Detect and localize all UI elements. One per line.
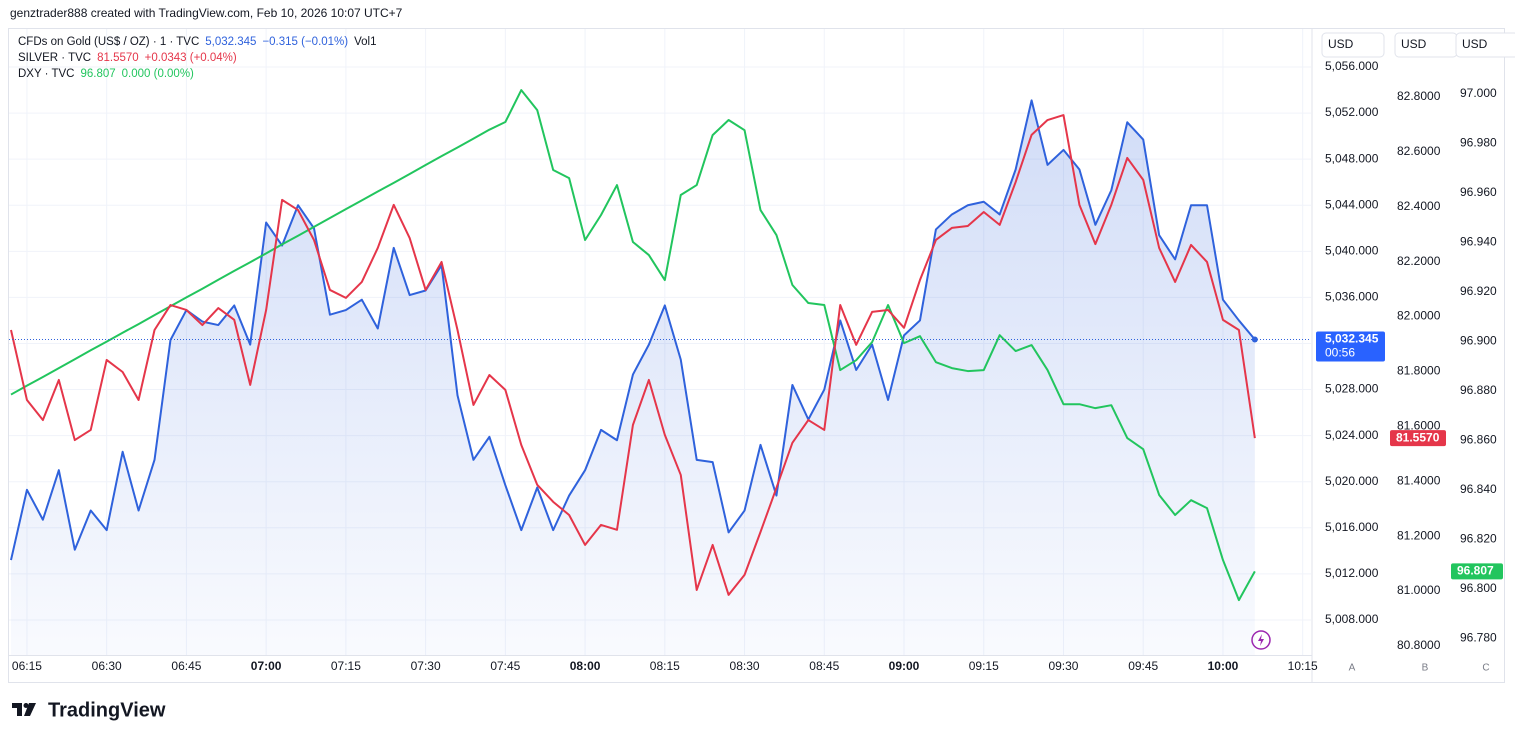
legend-text: −0.315 (−0.01%) bbox=[262, 36, 349, 48]
y-tick-label: 96.860 bbox=[1460, 432, 1497, 446]
y-tick-label: 5,008.000 bbox=[1325, 612, 1379, 626]
x-tick-label: 08:45 bbox=[809, 659, 839, 673]
x-tick-label: 08:30 bbox=[730, 659, 760, 673]
line bbox=[10, 99, 1256, 561]
x-tick-label: 09:00 bbox=[889, 659, 920, 673]
y-tick-label: 96.800 bbox=[1460, 581, 1497, 595]
legend-text: Vol1 bbox=[354, 36, 377, 48]
y-tick-label: 81.6000 bbox=[1397, 419, 1441, 433]
x-tick-label: 07:30 bbox=[411, 659, 441, 673]
y-tick-label: 96.780 bbox=[1460, 630, 1497, 644]
y-tick-label: 5,024.000 bbox=[1325, 428, 1379, 442]
logo-mark bbox=[24, 703, 36, 716]
legend-entry: CFDs on Gold (US$ / OZ) · 1 · TVC 5,032.3… bbox=[18, 34, 383, 50]
plot bbox=[9, 89, 1311, 655]
x-tick-label: 07:00 bbox=[251, 659, 282, 673]
currency-box bbox=[1321, 32, 1385, 58]
y-tick-label: 82.8000 bbox=[1397, 89, 1441, 103]
x-tick-label: 06:45 bbox=[171, 659, 201, 673]
y-tick-label: 5,016.000 bbox=[1325, 520, 1379, 534]
y-tick-label: 81.4000 bbox=[1397, 473, 1441, 487]
last-point bbox=[1251, 336, 1258, 343]
y-tick-label: 96.920 bbox=[1460, 284, 1497, 298]
line bbox=[10, 89, 1256, 602]
currency-label: USD bbox=[1328, 37, 1354, 51]
x-tick-label: 06:30 bbox=[92, 659, 122, 673]
price-badge-label: 96.807 bbox=[1457, 564, 1494, 578]
y-tick-label: 5,044.000 bbox=[1325, 197, 1379, 211]
alert-icon[interactable] bbox=[1251, 630, 1271, 650]
x-tick-label: 10:15 bbox=[1288, 659, 1318, 673]
chart-frame bbox=[8, 28, 1505, 683]
legend-text: 0.000 (0.00%) bbox=[121, 68, 194, 80]
y-tick-label: 81.2000 bbox=[1397, 528, 1441, 542]
currency-label: USD bbox=[1462, 37, 1488, 51]
y-tick-label: 80.8000 bbox=[1397, 638, 1441, 652]
x-tick-label: 07:45 bbox=[490, 659, 520, 673]
price-badge bbox=[1390, 430, 1446, 447]
header: genztrader888 created with TradingView.c… bbox=[10, 6, 403, 20]
y-tick-label: 5,020.000 bbox=[1325, 474, 1379, 488]
y-tick-label: 5,048.000 bbox=[1325, 151, 1379, 165]
price-badge-label: 81.5570 bbox=[1396, 430, 1440, 444]
y-tick-label: 96.840 bbox=[1460, 482, 1497, 496]
alert-bolt bbox=[1258, 634, 1264, 646]
footer-brand: TradingView bbox=[48, 699, 166, 721]
logo-dot bbox=[23, 703, 29, 708]
axis-name: B bbox=[1422, 663, 1429, 674]
x-tick-label: 09:30 bbox=[1048, 659, 1078, 673]
x-tick-label: 08:00 bbox=[570, 659, 601, 673]
y-tick-label: 5,028.000 bbox=[1325, 382, 1379, 396]
legend-text: 5,032.345 bbox=[205, 36, 257, 48]
y-tick-label: 82.0000 bbox=[1397, 309, 1441, 323]
y-tick-label: 5,052.000 bbox=[1325, 105, 1379, 119]
y-tick-label: 5,012.000 bbox=[1325, 566, 1379, 580]
y-tick-label: 5,040.000 bbox=[1325, 243, 1379, 257]
axes: 06:15 06:30 06:45 07:00 07:15 07:30 07:45 08:00… bbox=[12, 32, 1515, 674]
y-tick-label: 5,036.000 bbox=[1325, 290, 1379, 304]
x-tick-label: 10:00 bbox=[1208, 659, 1239, 673]
countdown-label: 00:56 bbox=[1325, 346, 1355, 360]
x-tick-label: 09:45 bbox=[1128, 659, 1158, 673]
y-tick-label: 82.6000 bbox=[1397, 144, 1441, 158]
currency-box bbox=[1455, 32, 1515, 58]
price-badge bbox=[1316, 331, 1385, 362]
x-tick-label: 07:15 bbox=[331, 659, 361, 673]
axis-name: C bbox=[1482, 663, 1489, 674]
y-tick-label: 96.980 bbox=[1460, 136, 1497, 150]
y-tick-label: 5,056.000 bbox=[1325, 59, 1379, 73]
y-tick-label: 96.900 bbox=[1460, 334, 1497, 348]
y-tick-label: 96.960 bbox=[1460, 185, 1497, 199]
price-badge-label: 5,032.345 bbox=[1325, 332, 1379, 346]
legend: CFDs on Gold (US$ / OZ) · 1 · TVC 5,032.3… bbox=[18, 34, 383, 82]
y-tick-label: 81.0000 bbox=[1397, 583, 1441, 597]
legend-entry: DXY · TVC 96.807 0.000 (0.00%) bbox=[18, 66, 383, 82]
legend-entry: SILVER · TVC 81.5570 +0.0343 (+0.04%) bbox=[18, 50, 383, 66]
y-tick-label: 82.2000 bbox=[1397, 254, 1441, 268]
y-tick-label: 96.880 bbox=[1460, 383, 1497, 397]
legend-text: DXY · TVC bbox=[18, 68, 75, 80]
legend-text: 81.5570 bbox=[97, 52, 139, 64]
legend-text: +0.0343 (+0.04%) bbox=[144, 52, 237, 64]
legend-text: CFDs on Gold (US$ / OZ) · 1 · TVC bbox=[18, 36, 200, 48]
y-tick-label: 96.940 bbox=[1460, 235, 1497, 249]
line bbox=[10, 114, 1256, 596]
y-tick-label: 97.000 bbox=[1460, 86, 1497, 100]
x-tick-label: 08:15 bbox=[650, 659, 680, 673]
legend-text: SILVER · TVC bbox=[18, 52, 92, 64]
x-tick-label: 06:15 bbox=[12, 659, 42, 673]
axis-name: A bbox=[1349, 663, 1356, 674]
legend-text: 96.807 bbox=[80, 68, 116, 80]
logo: TradingView bbox=[12, 699, 166, 721]
y-tick-label: 81.8000 bbox=[1397, 364, 1441, 378]
y-tick-label: 82.4000 bbox=[1397, 199, 1441, 213]
price-badge bbox=[1451, 563, 1503, 580]
x-tick-label: 09:15 bbox=[969, 659, 999, 673]
y-tick-label: 96.820 bbox=[1460, 531, 1497, 545]
currency-label: USD bbox=[1401, 37, 1427, 51]
logo-mark bbox=[12, 703, 22, 716]
